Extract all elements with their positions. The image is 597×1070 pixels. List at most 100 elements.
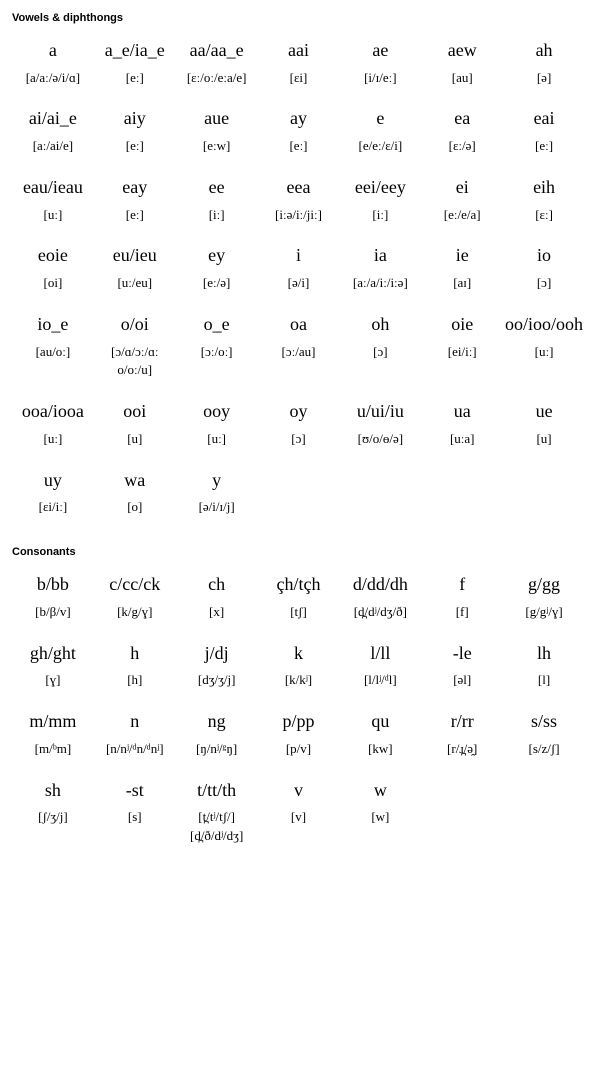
- phoneme-cell: [503, 462, 585, 528]
- ipa-value: [r/ɹ̪/ə̯]: [447, 735, 477, 768]
- ipa-value: [u]: [536, 425, 551, 458]
- ipa-value: [tʃ]: [290, 598, 307, 631]
- grapheme: h: [130, 637, 139, 667]
- ipa-value: [w]: [371, 803, 389, 836]
- grapheme: ue: [536, 395, 553, 425]
- phoneme-cell: ia[aː/a/iː/iːə]: [339, 237, 421, 303]
- phoneme-cell: b/bb[b/β/v]: [12, 566, 94, 632]
- grapheme: j/dj: [205, 637, 229, 667]
- grapheme: oa: [290, 308, 307, 338]
- ipa-value: [u]: [127, 425, 142, 458]
- ipa-value: [l/lʲ/ᵈl]: [364, 666, 397, 699]
- phoneme-cell: i[ə/i]: [258, 237, 340, 303]
- grapheme: oie: [451, 308, 473, 338]
- grapheme: c/cc/ck: [109, 568, 160, 598]
- grapheme: a: [49, 34, 57, 64]
- phoneme-cell: k[k/kʲ]: [258, 635, 340, 701]
- phoneme-cell: eei/eey[iː]: [339, 169, 421, 235]
- phoneme-cell: a_e/ia_e[eː]: [94, 32, 176, 98]
- grapheme: çh/tçh: [277, 568, 321, 598]
- phoneme-cell: ooa/iooa[uː]: [12, 393, 94, 459]
- ipa-value: [h]: [127, 666, 142, 699]
- ipa-value: [n/nʲ/ᵈn/ᵈnʲ]: [106, 735, 164, 768]
- grapheme: eay: [122, 171, 147, 201]
- ipa-value: [eː]: [126, 64, 144, 97]
- phoneme-cell: r/rr[r/ɹ̪/ə̯]: [421, 703, 503, 769]
- ipa-value: [f]: [456, 598, 469, 631]
- ipa-value: [aː/a/iː/iːə]: [353, 269, 408, 302]
- phoneme-cell: a[a/aː/ə/i/ɑ]: [12, 32, 94, 98]
- phoneme-cell: c/cc/ck[k/g/ɣ]: [94, 566, 176, 632]
- grapheme: eai: [534, 102, 555, 132]
- grapheme: eea: [287, 171, 311, 201]
- phoneme-cell: aiy[eː]: [94, 100, 176, 166]
- ipa-value: [v]: [291, 803, 306, 836]
- grapheme: oo/ioo/ooh: [505, 308, 583, 338]
- ipa-value: [eː]: [126, 201, 144, 234]
- grapheme: e: [376, 102, 384, 132]
- phoneme-cell: ua[uːa]: [421, 393, 503, 459]
- ipa-value: [b/β/v]: [35, 598, 71, 631]
- phoneme-cell: aai[ɛi]: [258, 32, 340, 98]
- phoneme-cell: qu[kw]: [339, 703, 421, 769]
- phoneme-cell: eau/ieau[uː]: [12, 169, 94, 235]
- grapheme: i: [296, 239, 301, 269]
- grapheme: v: [294, 774, 303, 804]
- phoneme-cell: aew[au]: [421, 32, 503, 98]
- phoneme-cell: [339, 462, 421, 528]
- grapheme: aa/aa_e: [190, 34, 244, 64]
- ipa-value: [au/oː]: [36, 338, 71, 371]
- ipa-value: [a/aː/ə/i/ɑ]: [26, 64, 80, 97]
- ipa-value: [eː/e/a]: [444, 201, 481, 234]
- phoneme-cell: lh[l]: [503, 635, 585, 701]
- ipa-value: [əl]: [453, 666, 471, 699]
- ipa-value: [oi]: [44, 269, 63, 302]
- grapheme: oy: [289, 395, 307, 425]
- grapheme: u/ui/iu: [357, 395, 404, 425]
- phoneme-cell: o/oi[ɔ/ɑ/ɔː/ɑːo/oː/u]: [94, 306, 176, 391]
- vowels-section-title: Vowels & diphthongs: [12, 12, 585, 24]
- ipa-value: [ɛː/ə]: [449, 132, 476, 165]
- grapheme: eei/eey: [355, 171, 406, 201]
- ipa-value: [ŋ/nʲ/ᵍŋ]: [196, 735, 237, 768]
- phoneme-cell: s/ss[s/z/ʃ]: [503, 703, 585, 769]
- ipa-value: [ɔ]: [291, 425, 305, 458]
- grapheme: eoie: [38, 239, 68, 269]
- ipa-value: [p/v]: [286, 735, 311, 768]
- phoneme-cell: ai/ai_e[aː/ai/e]: [12, 100, 94, 166]
- grapheme: l/ll: [370, 637, 390, 667]
- ipa-value: [ə]: [537, 64, 551, 97]
- phoneme-cell: oh[ɔ]: [339, 306, 421, 391]
- ipa-value: [eː]: [289, 132, 307, 165]
- ipa-value: [m/ᵇm]: [35, 735, 72, 768]
- grapheme: aai: [288, 34, 309, 64]
- phoneme-cell: [503, 772, 585, 857]
- grapheme: sh: [45, 774, 61, 804]
- phoneme-cell: t/tt/th[t̪/tʲ/tʃ/][d̪/ð/dʲ/dʒ]: [176, 772, 258, 857]
- phoneme-cell: eai[eː]: [503, 100, 585, 166]
- grapheme: aiy: [124, 102, 146, 132]
- grapheme: a_e/ia_e: [105, 34, 165, 64]
- ipa-value: [eːw]: [203, 132, 230, 165]
- phoneme-cell: eu/ieu[uː/eu]: [94, 237, 176, 303]
- ipa-value: [ɔ]: [373, 338, 387, 371]
- ipa-value: [ə/i]: [288, 269, 310, 302]
- grapheme: ia: [374, 239, 387, 269]
- grapheme: eu/ieu: [113, 239, 157, 269]
- ipa-value: [uː/eu]: [117, 269, 152, 302]
- grapheme: ea: [454, 102, 470, 132]
- ipa-value: [eː]: [535, 132, 553, 165]
- phoneme-cell: ey[eː/ə]: [176, 237, 258, 303]
- ipa-value: [l]: [538, 666, 550, 699]
- grapheme: ae: [372, 34, 388, 64]
- grapheme: p/pp: [282, 705, 314, 735]
- grapheme: -st: [126, 774, 144, 804]
- ipa-value: [eː]: [126, 132, 144, 165]
- grapheme: k: [294, 637, 303, 667]
- ipa-value: [t̪/tʲ/tʃ/][d̪/ð/dʲ/dʒ]: [190, 803, 243, 855]
- phoneme-cell: ea[ɛː/ə]: [421, 100, 503, 166]
- phoneme-cell: m/mm[m/ᵇm]: [12, 703, 94, 769]
- ipa-value: [aɪ]: [453, 269, 471, 302]
- ipa-value-line2: o/oː/u]: [111, 362, 159, 379]
- ipa-value: [ʃ/ʒ/j]: [38, 803, 68, 836]
